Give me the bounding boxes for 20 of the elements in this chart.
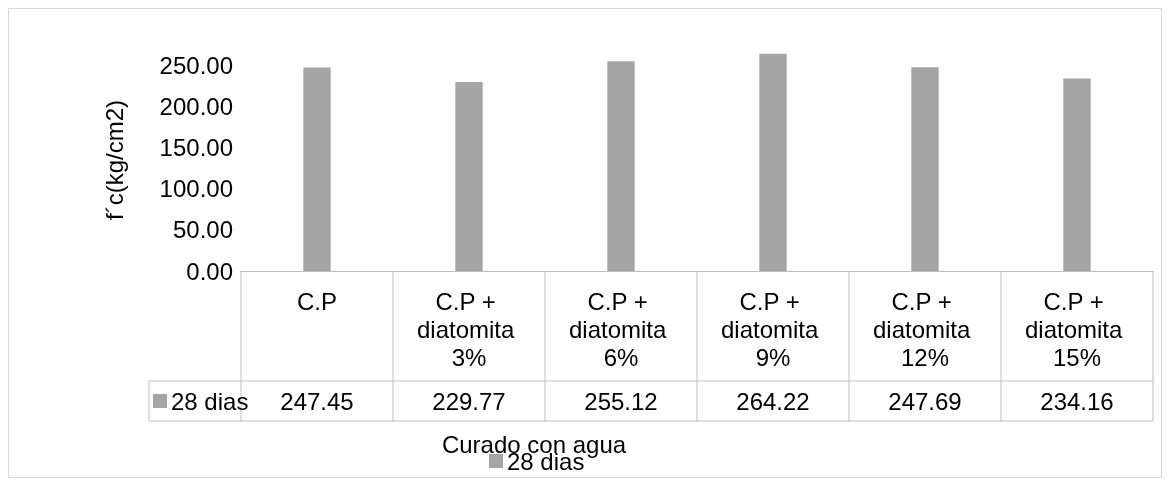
data-label: 247.45 <box>280 387 354 415</box>
y-tick-label: 100.00 <box>159 175 233 203</box>
data-label: 229.77 <box>432 387 506 415</box>
data-label: 255.12 <box>584 387 658 415</box>
x-tick-label: C.P + diatomita 15% <box>1024 287 1130 371</box>
x-tick-label: C.P + diatomita 12% <box>872 287 978 371</box>
data-label: 234.16 <box>1040 387 1114 415</box>
y-axis-title: f´c(kg/cm2) <box>100 100 128 220</box>
y-tick-label: 50.00 <box>172 216 233 244</box>
x-tick-label: C.P + diatomita 3% <box>416 287 522 371</box>
y-tick-label: 200.00 <box>159 93 233 121</box>
x-tick-label: C.P + diatomita 6% <box>568 287 674 371</box>
data-label: 247.69 <box>888 387 962 415</box>
legend-label: 28 dias <box>171 387 249 415</box>
y-tick-label: 0.00 <box>186 257 233 285</box>
x-tick-label: C.P + diatomita 9% <box>720 287 826 371</box>
y-tick-label: 250.00 <box>159 51 233 79</box>
y-tick-label: 150.00 <box>159 134 233 162</box>
x-tick-label: C.P <box>296 287 338 315</box>
data-label: 264.22 <box>736 387 810 415</box>
